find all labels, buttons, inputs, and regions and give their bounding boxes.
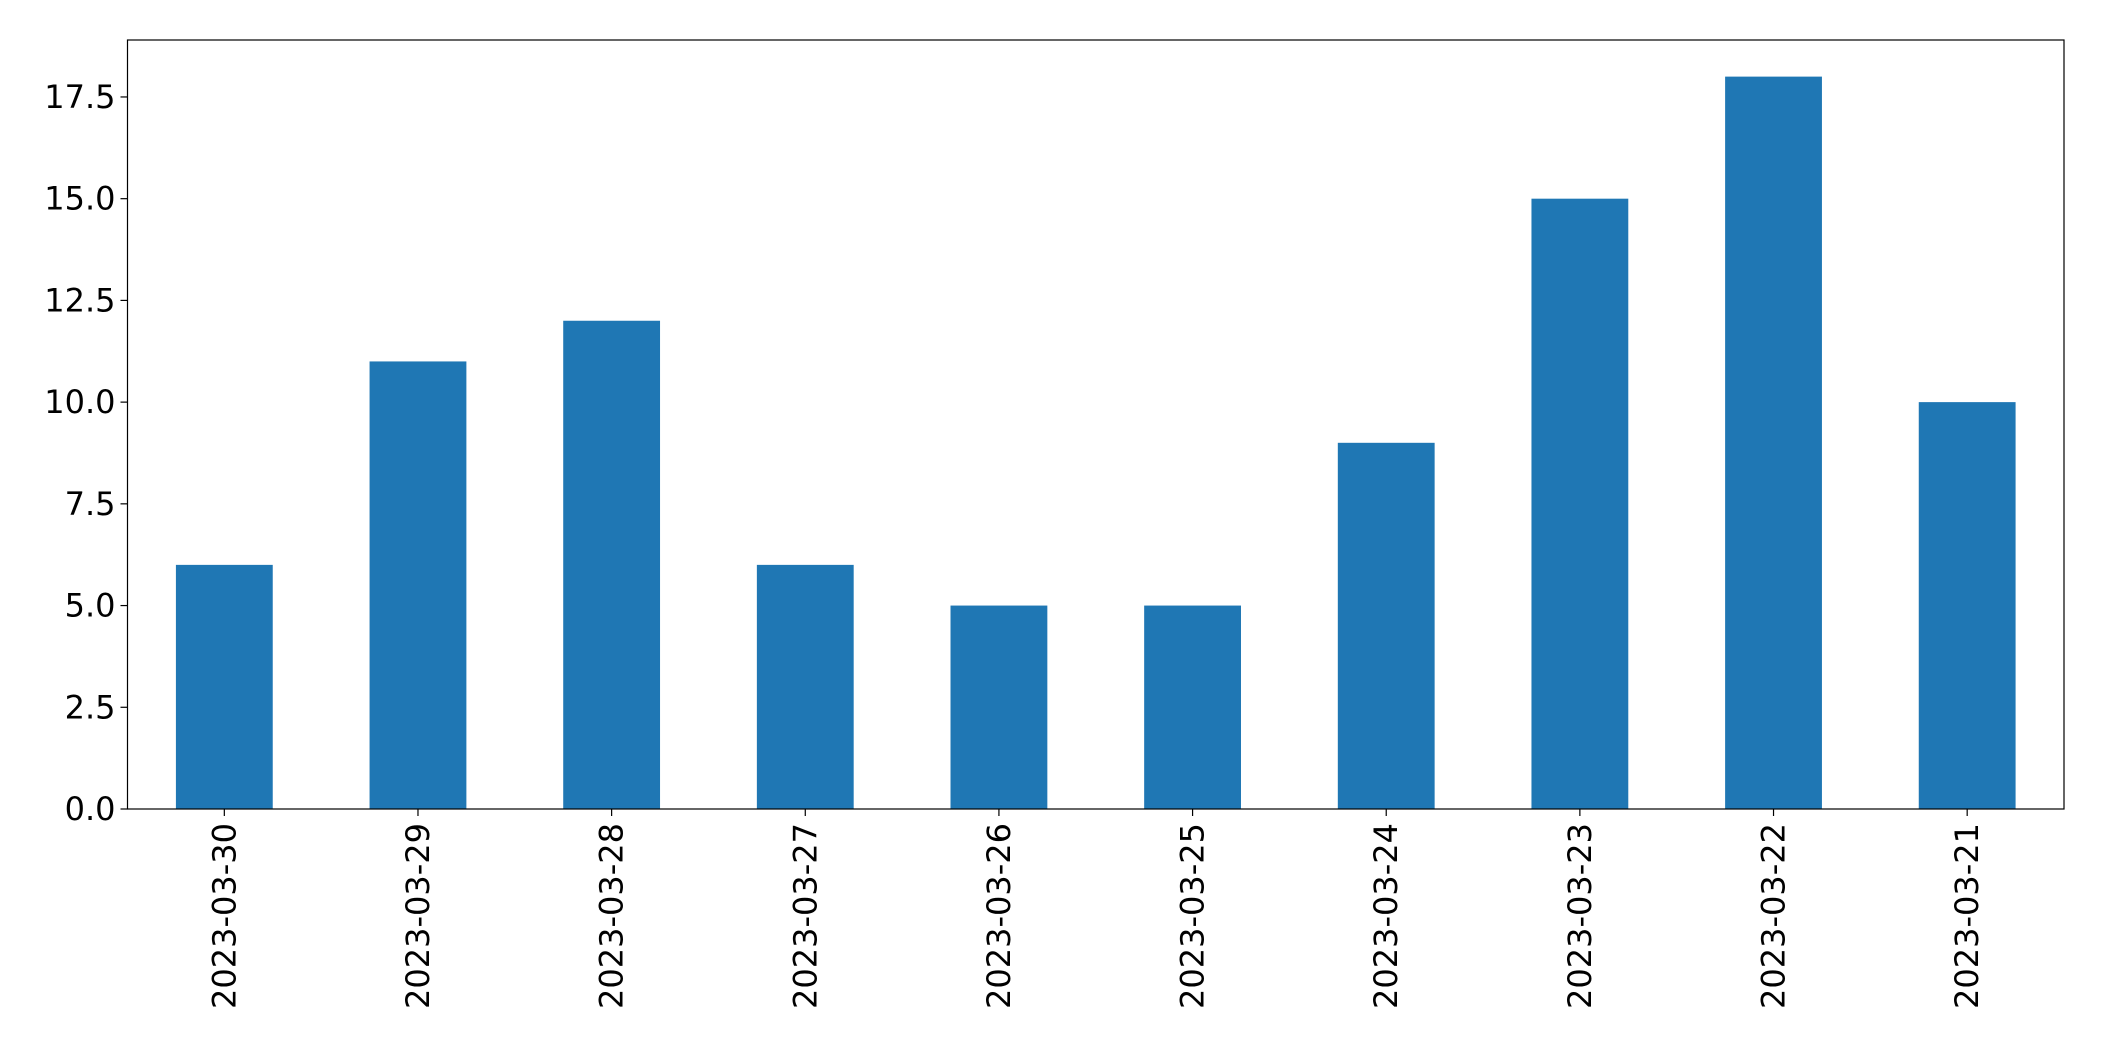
bar xyxy=(369,361,467,809)
bar xyxy=(1725,76,1822,810)
y-tick-label: 2.5 xyxy=(65,688,116,726)
bar xyxy=(1531,198,1629,809)
bar xyxy=(1337,442,1435,809)
bar xyxy=(756,564,854,809)
x-tick-label: 2023-03-29 xyxy=(399,823,437,1009)
y-tick-label: 12.5 xyxy=(44,281,115,319)
x-tick-label: 2023-03-21 xyxy=(1948,823,1986,1009)
bar xyxy=(175,564,273,809)
x-tick-label: 2023-03-22 xyxy=(1755,823,1793,1009)
y-tick-label: 17.5 xyxy=(44,78,115,116)
bar xyxy=(1918,402,2016,809)
x-tick-label: 2023-03-28 xyxy=(593,823,631,1009)
y-tick-label: 7.5 xyxy=(65,485,116,523)
y-tick-label: 0.0 xyxy=(65,790,116,828)
x-tick-label: 2023-03-27 xyxy=(786,823,824,1009)
x-tick-label: 2023-03-30 xyxy=(205,823,243,1009)
y-tick-label: 15.0 xyxy=(44,180,115,218)
y-tick-label: 10.0 xyxy=(44,383,115,421)
bar xyxy=(950,605,1048,809)
y-tick-label: 5.0 xyxy=(65,587,116,625)
x-tick-label: 2023-03-26 xyxy=(980,823,1018,1009)
x-tick-label: 2023-03-24 xyxy=(1367,823,1405,1009)
plot-frame xyxy=(126,39,2065,810)
bar xyxy=(1144,605,1241,809)
x-tick-label: 2023-03-25 xyxy=(1174,823,1212,1009)
x-tick-label: 2023-03-23 xyxy=(1561,823,1599,1009)
bar xyxy=(563,320,661,809)
